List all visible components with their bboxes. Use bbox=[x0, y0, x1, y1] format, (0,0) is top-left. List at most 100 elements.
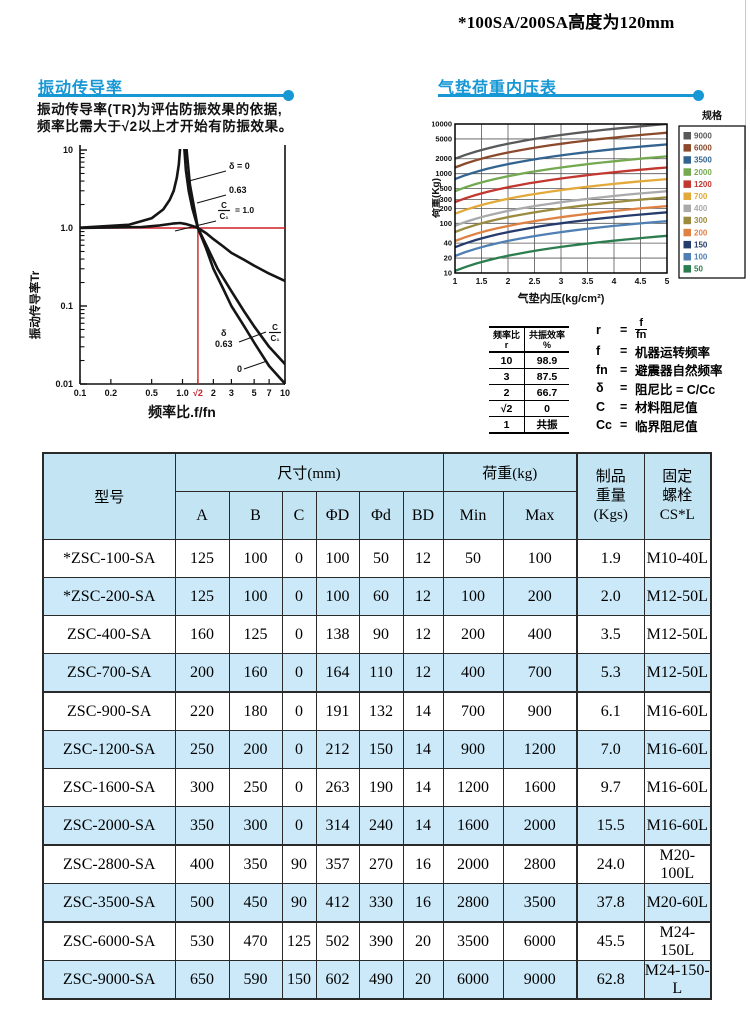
spec-cell: 900 bbox=[502, 691, 578, 731]
svg-text:1.0: 1.0 bbox=[176, 388, 189, 398]
section-title-load-pressure: 气垫荷重内压表 bbox=[438, 80, 558, 97]
spec-cell: M16-60L bbox=[643, 806, 712, 846]
spec-cell: 1.9 bbox=[576, 539, 645, 578]
spec-cell: 15.5 bbox=[576, 806, 645, 846]
spec-row: ZSC-400-SA 160 125 0 138 90 12 200 400 3.5 M12-50L bbox=[42, 615, 712, 654]
spec-cell: 14 bbox=[402, 806, 444, 846]
svg-text:4: 4 bbox=[612, 276, 617, 286]
model-cell: ZSC-700-SA bbox=[42, 653, 176, 693]
spec-cell: 14 bbox=[402, 768, 444, 807]
svg-text:500: 500 bbox=[439, 184, 452, 193]
spec-cell: M20-100L bbox=[643, 844, 712, 884]
spec-cell: 0 bbox=[281, 615, 317, 654]
spec-cell: 212 bbox=[315, 730, 360, 769]
spec-cell: 502 bbox=[315, 921, 360, 961]
equals-sign: = bbox=[620, 362, 628, 377]
spec-cell: 357 bbox=[315, 844, 360, 884]
spec-cell: 2800 bbox=[502, 844, 578, 884]
col-header-B: B bbox=[228, 491, 283, 540]
spec-cell: 16 bbox=[402, 883, 444, 923]
spec-cell: 490 bbox=[358, 960, 404, 1000]
spec-cell: M12-50L bbox=[643, 615, 712, 654]
model-cell: ZSC-9000-SA bbox=[42, 960, 176, 1000]
grid bbox=[455, 124, 667, 273]
svg-text:20: 20 bbox=[444, 254, 452, 263]
spec-row: ZSC-1200-SA 250 200 0 212 150 14 900 1200 7.0 M16-… bbox=[42, 730, 712, 769]
spec-header-row-groups: 型号 尺寸(mm) 荷重(kg) 制品 重量 (Kgs) 固定 螺栓 CS*L bbox=[42, 452, 712, 540]
svg-text:40: 40 bbox=[444, 239, 452, 248]
spec-cell: 330 bbox=[358, 883, 404, 923]
section-underline-dot-left bbox=[283, 90, 294, 101]
frequency-ratio-header: 频率比 r bbox=[489, 327, 526, 353]
spec-row: ZSC-900-SA 220 180 0 191 132 14 700 900 6.1 M16-60… bbox=[42, 691, 712, 731]
svg-text:300: 300 bbox=[439, 195, 452, 204]
spec-cell: 90 bbox=[358, 615, 404, 654]
model-cell: ZSC-2000-SA bbox=[42, 806, 176, 846]
spec-cell: 45.5 bbox=[576, 921, 645, 961]
spec-header-row-columns: A B C ΦD Φd BD Min Max bbox=[43, 491, 711, 540]
spec-cell: 0 bbox=[281, 730, 317, 769]
spec-cell: 125 bbox=[174, 577, 230, 616]
svg-text:100: 100 bbox=[439, 219, 452, 228]
spec-cell: M16-60L bbox=[643, 691, 712, 731]
svg-text:= 1.0: = 1.0 bbox=[235, 205, 254, 215]
definition-value: 材料阻尼值 bbox=[635, 401, 698, 416]
spec-cell: 1600 bbox=[442, 806, 504, 846]
spec-cell: M10-40L bbox=[643, 539, 712, 578]
spec-cell: 12 bbox=[402, 653, 444, 693]
spec-cell: 530 bbox=[174, 921, 230, 961]
col-header-BD: BD bbox=[402, 491, 444, 540]
col-header-phid: Φd bbox=[358, 491, 404, 540]
ratio-cell: 2 bbox=[489, 384, 526, 401]
spec-row: ZSC-9000-SA 650 590 150 602 490 20 6000 9000 62.8… bbox=[42, 960, 712, 1000]
svg-text:1: 1 bbox=[453, 276, 458, 286]
equals-sign: = bbox=[620, 399, 628, 414]
definition-row: Cc = 临界阻尼值 bbox=[596, 416, 723, 435]
fraction: f fn bbox=[635, 317, 648, 341]
svg-text:700: 700 bbox=[694, 192, 708, 201]
equals-sign: = bbox=[620, 322, 628, 337]
spec-cell: 400 bbox=[174, 844, 230, 884]
spec-cell: 160 bbox=[174, 615, 230, 654]
spec-cell: M24-150L bbox=[643, 921, 712, 961]
spec-cell: 3500 bbox=[502, 883, 578, 923]
col-header-model: 型号 bbox=[42, 452, 176, 540]
spec-cell: 191 bbox=[315, 691, 360, 731]
spec-row: ZSC-6000-SA 530 470 125 502 390 20 3500 6000 45.5… bbox=[42, 921, 712, 961]
svg-text:3: 3 bbox=[559, 276, 564, 286]
svg-text:√2: √2 bbox=[193, 388, 203, 398]
ratio-cell: 3 bbox=[489, 368, 526, 385]
spec-cell: 125 bbox=[174, 539, 230, 578]
model-cell: ZSC-1600-SA bbox=[42, 768, 176, 807]
svg-text:3.5: 3.5 bbox=[582, 276, 594, 286]
spec-cell: 590 bbox=[228, 960, 283, 1000]
ratio-cell: 98.9 bbox=[524, 351, 570, 369]
spec-cell: 24.0 bbox=[576, 844, 645, 884]
definition-value: 阻尼比 = C/Cc bbox=[635, 382, 716, 397]
svg-text:10: 10 bbox=[280, 388, 290, 398]
section-title-transmissibility: 振动传导率 bbox=[38, 80, 124, 97]
spec-cell: 110 bbox=[358, 653, 404, 693]
spec-row: ZSC-700-SA 200 160 0 164 110 12 400 700 5.3 M12-50… bbox=[42, 653, 712, 693]
ratio-table-row: 2 66.7 bbox=[489, 384, 570, 401]
spec-cell: 700 bbox=[442, 691, 504, 731]
equals-sign: = bbox=[620, 381, 628, 396]
svg-text:δ = 0: δ = 0 bbox=[229, 161, 250, 171]
spec-cell: 250 bbox=[228, 768, 283, 807]
svg-text:0: 0 bbox=[237, 364, 242, 374]
svg-text:0.63: 0.63 bbox=[229, 185, 247, 195]
svg-text:2: 2 bbox=[211, 388, 216, 398]
spec-cell: 2800 bbox=[442, 883, 504, 923]
spec-cell: 0 bbox=[281, 806, 317, 846]
spec-cell: M12-50L bbox=[643, 653, 712, 693]
load-curves bbox=[455, 124, 667, 273]
spec-cell: M16-60L bbox=[643, 768, 712, 807]
spec-cell: 160 bbox=[228, 653, 283, 693]
svg-text:10000: 10000 bbox=[432, 120, 452, 129]
specification-table: 型号 尺寸(mm) 荷重(kg) 制品 重量 (Kgs) 固定 螺栓 CS*L … bbox=[42, 452, 712, 1000]
spec-cell: 5.3 bbox=[576, 653, 645, 693]
spec-cell: 500 bbox=[174, 883, 230, 923]
spec-cell: 250 bbox=[174, 730, 230, 769]
definition-row: δ = 阻尼比 = C/Cc bbox=[596, 379, 723, 398]
